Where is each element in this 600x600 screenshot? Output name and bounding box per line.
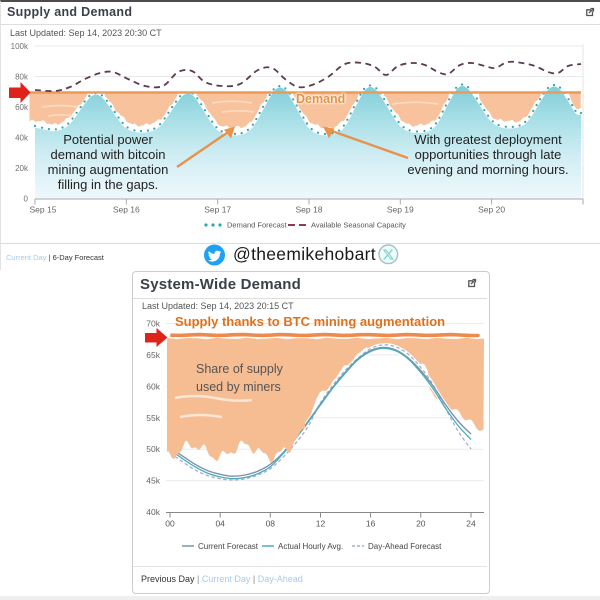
svg-text:65k: 65k — [146, 350, 160, 360]
svg-text:00: 00 — [165, 519, 175, 529]
svg-text:Current Forecast: Current Forecast — [198, 542, 259, 551]
svg-text:40k: 40k — [15, 134, 29, 143]
svg-text:60k: 60k — [15, 103, 29, 112]
svg-text:Sep 15: Sep 15 — [30, 205, 57, 215]
svg-text:45k: 45k — [146, 476, 160, 486]
svg-text:04: 04 — [215, 519, 225, 529]
svg-text:55k: 55k — [146, 413, 160, 423]
svg-text:80k: 80k — [15, 73, 29, 82]
svg-text:Sep 20: Sep 20 — [478, 205, 505, 215]
svg-text:16: 16 — [366, 519, 376, 529]
svg-text:Actual Hourly Avg.: Actual Hourly Avg. — [278, 542, 343, 551]
svg-text:20k: 20k — [15, 164, 29, 173]
svg-text:60k: 60k — [146, 381, 160, 391]
svg-text:70k: 70k — [146, 319, 160, 329]
svg-text:Demand Forecast: Demand Forecast — [227, 221, 288, 230]
svg-text:12: 12 — [316, 519, 326, 529]
svg-text:100k: 100k — [11, 42, 29, 51]
svg-text:50k: 50k — [146, 444, 160, 454]
svg-text:Sep 18: Sep 18 — [296, 205, 323, 215]
svg-text:Sep 19: Sep 19 — [387, 205, 414, 215]
svg-text:Day-Ahead Forecast: Day-Ahead Forecast — [368, 542, 442, 551]
svg-text:40k: 40k — [146, 507, 160, 517]
svg-text:20: 20 — [416, 519, 426, 529]
svg-text:Sep 17: Sep 17 — [204, 205, 231, 215]
svg-text:Available Seasonal Capacity: Available Seasonal Capacity — [311, 221, 406, 230]
svg-text:08: 08 — [266, 519, 276, 529]
svg-text:0: 0 — [24, 195, 29, 204]
svg-text:24: 24 — [466, 519, 476, 529]
svg-text:Sep 16: Sep 16 — [113, 205, 140, 215]
